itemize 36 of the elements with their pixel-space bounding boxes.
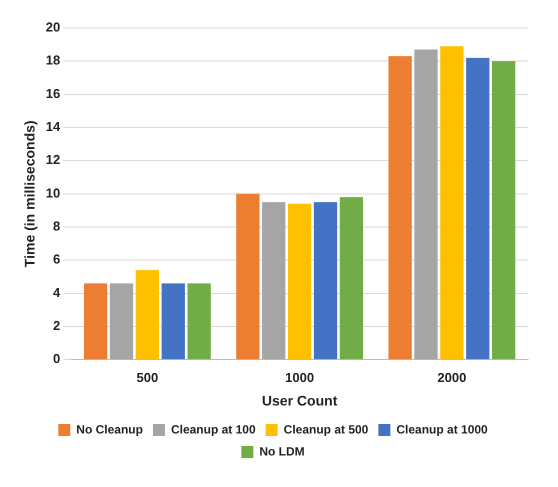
bar (414, 50, 438, 360)
legend-label: No LDM (259, 444, 305, 458)
bar (110, 283, 134, 360)
y-tick-label: 10 (46, 185, 60, 200)
bar (440, 46, 464, 360)
bar (314, 202, 338, 360)
y-tick-label: 6 (53, 252, 60, 267)
y-axis-title: Time (in milliseconds) (21, 120, 38, 268)
bar (288, 204, 312, 360)
x-axis-title: User Count (262, 392, 338, 408)
legend-label: No Cleanup (76, 422, 143, 436)
bar (188, 283, 211, 360)
y-tick-label: 4 (53, 284, 62, 300)
bar (136, 270, 160, 360)
bar (84, 283, 108, 360)
y-tick-label: 16 (46, 86, 60, 101)
bar (162, 283, 185, 360)
bar (262, 202, 286, 360)
legend-label: Cleanup at 500 (284, 422, 369, 436)
x-tick-label: 500 (136, 370, 158, 385)
y-tick-label: 12 (46, 152, 60, 168)
y-tick-label: 2 (53, 318, 60, 334)
bar (466, 58, 490, 360)
bar (492, 61, 516, 360)
y-tick-label: 18 (46, 52, 60, 68)
bar (340, 197, 364, 360)
y-tick-label: 20 (46, 20, 60, 35)
y-tick-label: 14 (46, 119, 62, 134)
x-tick-label: 1000 (285, 370, 314, 385)
y-tick-label: 8 (53, 218, 60, 234)
bar (388, 56, 412, 360)
y-tick-label: 0 (53, 351, 60, 366)
legend-label: Cleanup at 100 (170, 422, 256, 436)
x-tick-label: 2000 (437, 370, 466, 385)
bar (236, 194, 260, 360)
legend-label: Cleanup at 1000 (396, 422, 488, 436)
